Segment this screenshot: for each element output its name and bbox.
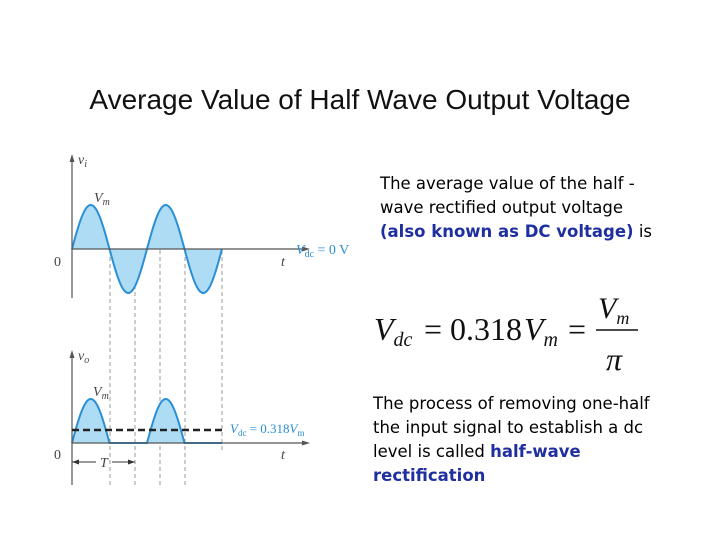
period-guides — [109, 250, 223, 485]
input-dc-label: Vdc = 0 V — [296, 243, 349, 260]
period-arrow-right — [128, 459, 135, 465]
output-t-label: t — [281, 448, 286, 463]
input-peak-label: Vm — [94, 191, 110, 208]
input-y-arrow — [69, 154, 75, 162]
formula-coefficient: 0.318 — [450, 311, 522, 347]
output-y-arrow — [69, 350, 75, 358]
average-value-text-start: The average value of the half -wave rect… — [380, 174, 635, 217]
rectification-definition-text: The process of removing one-half the inp… — [373, 392, 673, 488]
input-origin-label: 0 — [54, 255, 61, 270]
formula-lhs: Vdc — [374, 311, 413, 351]
output-axis-label: vo — [78, 349, 89, 366]
input-plot: vi Vm 0 t Vdc = 0 V — [54, 153, 349, 298]
formula-equals-2: = — [568, 311, 586, 347]
formula-vm: Vm — [524, 311, 558, 351]
output-wave-area — [72, 399, 222, 443]
average-value-text-end: is — [638, 222, 653, 241]
period-label: T — [100, 456, 109, 471]
output-x-arrow — [302, 440, 310, 446]
half-wave-rectification-highlight: half-wave rectification — [373, 442, 581, 485]
average-value-text: The average value of the half -wave rect… — [380, 172, 670, 244]
formula-equals-1: = — [424, 311, 442, 347]
waveform-figure: vi Vm 0 t Vdc = 0 V vo Vm 0 t Vdc = 0.31… — [54, 153, 349, 485]
output-plot: vo Vm 0 t Vdc = 0.318Vm T — [54, 349, 310, 485]
rectification-text-start: The process of removing one-half the inp… — [373, 394, 650, 461]
output-dc-label: Vdc = 0.318Vm — [230, 421, 305, 438]
input-x-arrow — [302, 246, 310, 252]
formula-numerator: Vm — [598, 292, 629, 328]
vdc-formula: Vdc = 0.318 Vm = Vm π — [374, 292, 638, 374]
input-t-label: t — [281, 255, 286, 270]
formula-denominator: π — [606, 341, 623, 374]
output-peak-label: Vm — [93, 385, 109, 402]
input-axis-label: vi — [78, 153, 87, 170]
dc-voltage-highlight: (also known as DC voltage) — [380, 222, 634, 241]
period-arrow-left — [72, 459, 79, 465]
output-origin-label: 0 — [54, 448, 61, 463]
slide-title: Average Value of Half Wave Output Voltag… — [89, 84, 631, 115]
